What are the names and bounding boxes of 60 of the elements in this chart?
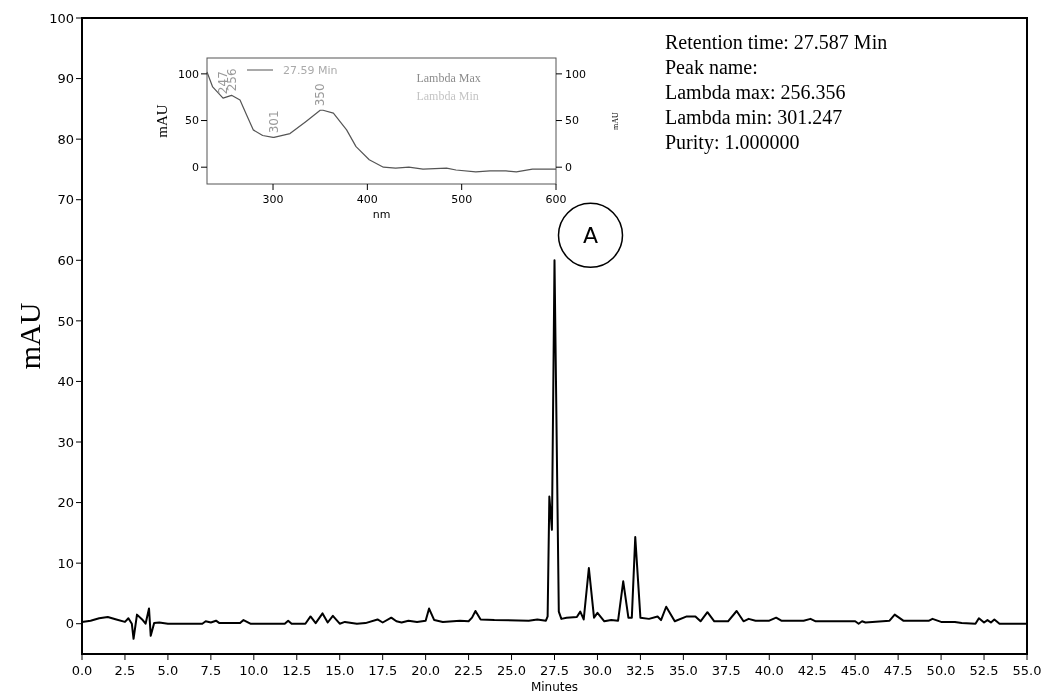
y-tick-label: 10 xyxy=(57,555,74,571)
x-tick-label: 5.0 xyxy=(157,663,179,678)
x-tick-label: 7.5 xyxy=(200,663,222,678)
annotation: Lambda min: 301.247 xyxy=(665,106,843,128)
x-tick-label: 55.0 xyxy=(1012,663,1042,678)
x-tick-label: 500 xyxy=(451,193,473,206)
y-tick-label: 80 xyxy=(57,131,74,147)
annotation: Retention time: 27.587 Min xyxy=(665,31,888,53)
x-axis-title: Minutes xyxy=(530,680,579,694)
y2-tick-label: 50 xyxy=(565,114,579,128)
y-tick-label: 100 xyxy=(49,10,74,26)
y-tick-label: 40 xyxy=(57,374,74,390)
annotation: 301 xyxy=(266,110,281,134)
y2-tick-label: 0 xyxy=(565,161,572,175)
y2-tick-label: 100 xyxy=(565,67,586,81)
annotation: Lambda Min xyxy=(416,89,479,103)
legend-label: 27.59 Min xyxy=(283,64,338,77)
y-tick-label: 70 xyxy=(57,192,74,208)
y-tick-label: 20 xyxy=(57,495,74,511)
x-tick-label: 40.0 xyxy=(754,663,784,678)
y-tick-label: 90 xyxy=(57,71,74,87)
y-tick-label: 100 xyxy=(178,67,199,81)
x-tick-label: 20.0 xyxy=(411,663,441,678)
x-tick-label: 35.0 xyxy=(668,663,698,678)
x-tick-label: 42.5 xyxy=(797,663,827,678)
x-tick-label: 2.5 xyxy=(114,663,136,678)
y2-axis-title: mAU xyxy=(611,111,620,130)
x-tick-label: 300 xyxy=(262,193,284,206)
x-tick-label: 30.0 xyxy=(582,663,612,678)
x-tick-label: 47.5 xyxy=(883,663,913,678)
x-tick-label: 600 xyxy=(545,193,567,206)
x-tick-label: 50.0 xyxy=(926,663,956,678)
y-tick-label: 0 xyxy=(65,616,74,632)
x-tick-label: 32.5 xyxy=(625,663,655,678)
y-tick-label: 30 xyxy=(57,434,74,450)
x-tick-label: 52.5 xyxy=(969,663,999,678)
x-axis-title: nm xyxy=(372,208,391,221)
x-tick-label: 12.5 xyxy=(282,663,312,678)
y-axis-title: mAU xyxy=(13,302,46,370)
x-tick-label: 10.0 xyxy=(239,663,269,678)
x-tick-label: 37.5 xyxy=(711,663,741,678)
annotation: Purity: 1.000000 xyxy=(665,131,800,154)
y-tick-label: 50 xyxy=(57,313,74,329)
y-tick-label: 50 xyxy=(185,114,199,128)
annotation: Peak name: xyxy=(665,56,758,78)
y-tick-label: 60 xyxy=(57,252,74,268)
y-tick-label: 0 xyxy=(192,161,199,175)
y-axis-title: mAU xyxy=(154,104,170,138)
x-tick-label: 15.0 xyxy=(325,663,355,678)
x-tick-label: 25.0 xyxy=(497,663,527,678)
x-tick-label: 0.0 xyxy=(71,663,93,678)
x-tick-label: 45.0 xyxy=(840,663,870,678)
x-tick-label: 400 xyxy=(356,193,378,206)
x-tick-label: 22.5 xyxy=(454,663,484,678)
annotation: 350 xyxy=(313,83,328,107)
x-tick-label: 27.5 xyxy=(540,663,569,678)
annotation: A xyxy=(582,223,599,249)
x-tick-label: 17.5 xyxy=(368,663,398,678)
annotation: Lambda max: 256.356 xyxy=(665,81,846,103)
annotation: Lambda Max xyxy=(416,71,481,85)
